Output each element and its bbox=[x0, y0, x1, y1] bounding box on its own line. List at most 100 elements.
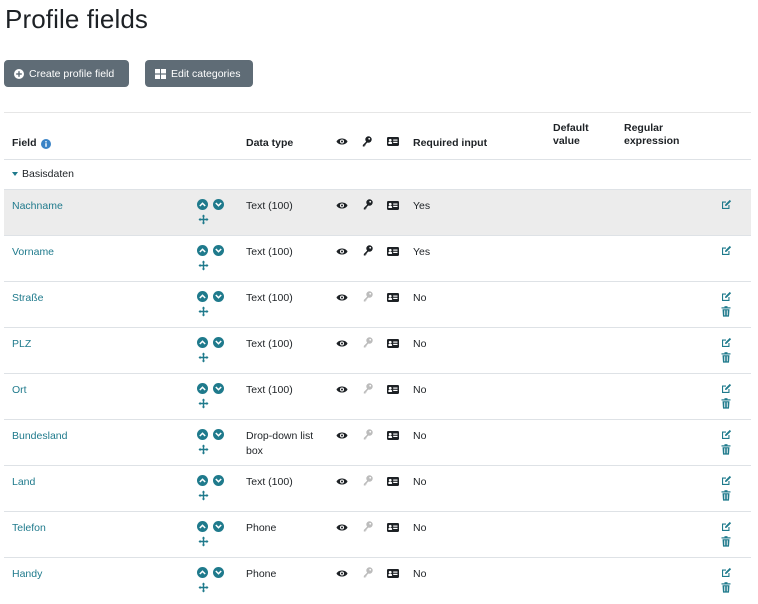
edit-icon[interactable] bbox=[721, 199, 732, 215]
trash-icon[interactable] bbox=[721, 582, 731, 598]
edit-categories-button[interactable]: Edit categories bbox=[145, 60, 253, 87]
trash-icon[interactable] bbox=[721, 306, 731, 322]
eye-icon bbox=[336, 430, 348, 445]
move-icon[interactable] bbox=[198, 444, 209, 460]
chevron-down-icon[interactable] bbox=[213, 291, 224, 302]
row-divider bbox=[4, 373, 751, 374]
eye-icon bbox=[336, 338, 348, 353]
header-default-value: Default value bbox=[553, 122, 589, 148]
chevron-up-icon[interactable] bbox=[197, 567, 208, 578]
chevron-down-icon[interactable] bbox=[213, 567, 224, 578]
id-card-icon bbox=[387, 246, 399, 261]
header-signup-id-card-icon bbox=[387, 137, 399, 150]
chevron-up-icon[interactable] bbox=[197, 337, 208, 348]
grid-icon bbox=[155, 68, 166, 79]
data-type: Text (100) bbox=[246, 384, 293, 396]
key-icon bbox=[363, 521, 373, 537]
key-icon bbox=[363, 475, 373, 491]
edit-icon[interactable] bbox=[721, 383, 732, 399]
header-default-line2: value bbox=[553, 135, 580, 147]
info-icon[interactable] bbox=[40, 138, 51, 149]
row-divider bbox=[4, 557, 751, 558]
trash-icon[interactable] bbox=[721, 398, 731, 414]
chevron-up-icon[interactable] bbox=[197, 521, 208, 532]
edit-icon[interactable] bbox=[721, 245, 732, 261]
eye-icon bbox=[336, 384, 348, 399]
header-required-input: Required input bbox=[413, 137, 488, 149]
move-icon[interactable] bbox=[198, 398, 209, 414]
edit-icon[interactable] bbox=[721, 521, 732, 537]
trash-icon[interactable] bbox=[721, 352, 731, 368]
reorder-controls bbox=[197, 199, 229, 210]
chevron-up-icon[interactable] bbox=[197, 475, 208, 486]
move-icon[interactable] bbox=[198, 214, 209, 230]
edit-icon[interactable] bbox=[721, 429, 732, 445]
reorder-controls bbox=[197, 337, 229, 348]
key-icon bbox=[363, 291, 373, 307]
eye-icon bbox=[336, 476, 348, 491]
trash-icon[interactable] bbox=[721, 444, 731, 460]
chevron-up-icon[interactable] bbox=[197, 199, 208, 210]
data-type: Text (100) bbox=[246, 246, 293, 258]
row-divider bbox=[4, 235, 751, 236]
chevron-up-icon[interactable] bbox=[197, 383, 208, 394]
plus-circle-icon bbox=[14, 68, 24, 79]
field-name-link[interactable]: Ort bbox=[12, 384, 27, 396]
eye-icon bbox=[336, 246, 348, 261]
chevron-down-icon[interactable] bbox=[213, 429, 224, 440]
reorder-controls bbox=[197, 429, 229, 440]
chevron-up-icon[interactable] bbox=[197, 429, 208, 440]
chevron-down-icon[interactable] bbox=[213, 337, 224, 348]
required-value: No bbox=[413, 384, 427, 396]
create-profile-field-button[interactable]: Create profile field bbox=[4, 60, 129, 87]
chevron-down-icon[interactable] bbox=[213, 245, 224, 256]
key-icon bbox=[363, 245, 373, 261]
trash-icon[interactable] bbox=[721, 490, 731, 506]
chevron-down-icon[interactable] bbox=[213, 521, 224, 532]
caret-down-icon[interactable] bbox=[12, 172, 18, 176]
field-name-link[interactable]: Land bbox=[12, 476, 36, 488]
edit-icon[interactable] bbox=[721, 567, 732, 583]
row-divider bbox=[4, 511, 751, 512]
required-value: No bbox=[413, 292, 427, 304]
required-value: No bbox=[413, 476, 427, 488]
chevron-up-icon[interactable] bbox=[197, 291, 208, 302]
field-name-link[interactable]: Telefon bbox=[12, 522, 46, 534]
chevron-down-icon[interactable] bbox=[213, 199, 224, 210]
row-divider bbox=[4, 419, 751, 420]
required-value: No bbox=[413, 522, 427, 534]
move-icon[interactable] bbox=[198, 306, 209, 322]
move-icon[interactable] bbox=[198, 536, 209, 552]
header-data-type: Data type bbox=[246, 137, 294, 149]
row-divider bbox=[4, 281, 751, 282]
chevron-up-icon[interactable] bbox=[197, 245, 208, 256]
reorder-controls bbox=[197, 521, 229, 532]
required-value: No bbox=[413, 430, 427, 442]
key-icon bbox=[363, 429, 373, 445]
id-card-icon bbox=[387, 292, 399, 307]
edit-icon[interactable] bbox=[721, 475, 732, 491]
table-row: Nachname Text (100) Yes bbox=[4, 190, 751, 236]
field-name-link[interactable]: Straße bbox=[12, 292, 44, 304]
table-row: Ort Text (100) No bbox=[4, 374, 751, 420]
move-icon[interactable] bbox=[198, 260, 209, 276]
field-name-link[interactable]: PLZ bbox=[12, 338, 32, 350]
create-profile-field-label: Create profile field bbox=[29, 67, 115, 80]
table-row: Bundesland Drop-down list box No bbox=[4, 420, 751, 466]
key-icon bbox=[363, 383, 373, 399]
trash-icon[interactable] bbox=[721, 536, 731, 552]
move-icon[interactable] bbox=[198, 490, 209, 506]
field-name-link[interactable]: Bundesland bbox=[12, 430, 68, 442]
chevron-down-icon[interactable] bbox=[213, 475, 224, 486]
chevron-down-icon[interactable] bbox=[213, 383, 224, 394]
reorder-controls bbox=[197, 475, 229, 486]
move-icon[interactable] bbox=[198, 582, 209, 598]
edit-icon[interactable] bbox=[721, 291, 732, 307]
header-locked-key-icon bbox=[362, 136, 372, 151]
edit-icon[interactable] bbox=[721, 337, 732, 353]
move-icon[interactable] bbox=[198, 352, 209, 368]
field-name-link[interactable]: Handy bbox=[12, 568, 43, 580]
data-type: Phone bbox=[246, 522, 277, 534]
field-name-link[interactable]: Nachname bbox=[12, 200, 63, 212]
field-name-link[interactable]: Vorname bbox=[12, 246, 55, 258]
